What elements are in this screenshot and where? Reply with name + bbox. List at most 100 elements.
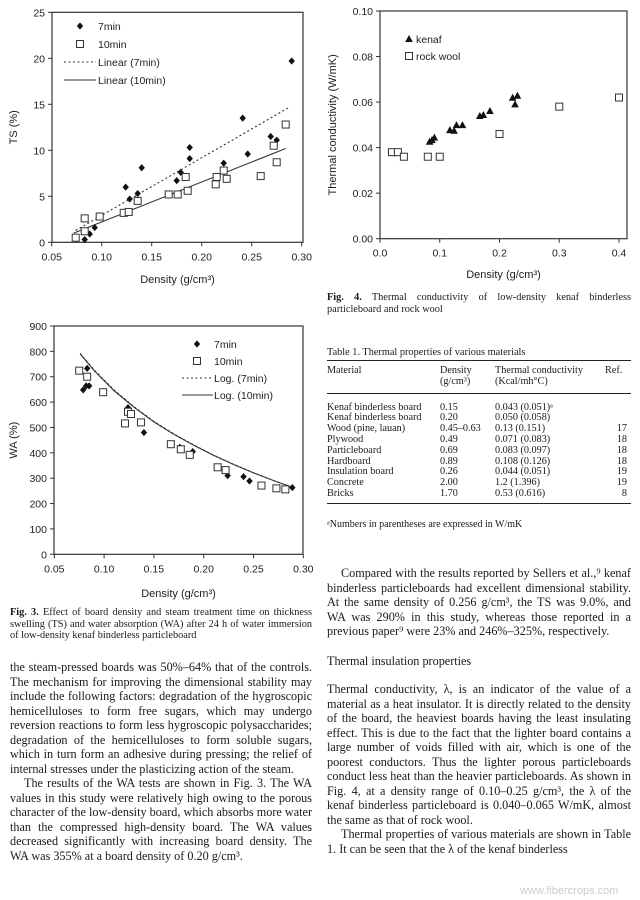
wa-10min-point bbox=[176, 445, 185, 454]
right-paragraph-2: Thermal conductivity, λ, is an indicator… bbox=[327, 682, 631, 827]
ts-10min-point bbox=[183, 186, 192, 195]
cell-density: 0.15 bbox=[440, 401, 458, 413]
wa-y-tick-label: 600 bbox=[29, 397, 47, 409]
tc-kenaf-point bbox=[450, 126, 458, 134]
wa-y-tick-label: 0 bbox=[41, 549, 47, 561]
cell-density: 0.49 bbox=[440, 433, 458, 445]
cell-ref bbox=[605, 393, 631, 413]
wa-10min-point bbox=[272, 484, 281, 493]
cell-ref: 19 bbox=[616, 466, 627, 478]
ts-7min-point bbox=[186, 143, 193, 152]
cell-density: 2.00 bbox=[440, 477, 458, 489]
tc-y-tick-label: 0.04 bbox=[353, 143, 374, 155]
ts-y-tick-label: 0 bbox=[39, 237, 45, 249]
ts-y-tick-label: 5 bbox=[39, 191, 45, 203]
left-paragraph-2: The results of the WA tests are shown in… bbox=[10, 776, 312, 863]
wa-chart-group: 0 100 200 300 400 500 600 700 800 900 0.05 0.10 0.15… bbox=[8, 321, 314, 600]
tc-rock-wool-point bbox=[615, 93, 623, 102]
header-material: Material bbox=[327, 360, 440, 394]
wa-x-tick-label: 0.20 bbox=[193, 563, 214, 575]
header-thermal-conductivity: Thermal conductivity (Kcal/mh°C) bbox=[495, 360, 605, 394]
left-column-text: the steam-pressed boards was 50%–64% tha… bbox=[10, 660, 312, 863]
tc-y-tick-label: 0.10 bbox=[353, 6, 374, 18]
ts-10min-point bbox=[164, 190, 173, 199]
ts-x-tick-label: 0.15 bbox=[141, 251, 162, 263]
ts-7min-point bbox=[81, 235, 88, 244]
cell-density: 1.70 bbox=[440, 488, 495, 504]
ts-10min-point bbox=[133, 196, 142, 205]
wa-y-axis-label: WA (%) bbox=[8, 422, 20, 459]
cell-material: Kenaf binderless board bbox=[327, 412, 422, 424]
ts-7min-point bbox=[267, 132, 274, 141]
tc-rock-wool-point bbox=[399, 152, 408, 161]
wa-legend-marker bbox=[193, 357, 201, 365]
tc-legend-label: rock wool bbox=[416, 51, 460, 63]
tc-y-tick-label: 0.02 bbox=[353, 188, 374, 200]
tc-y-tick-label: 0.00 bbox=[353, 234, 374, 246]
wa-7min-point bbox=[246, 477, 253, 485]
table-footnote: ᵃNumbers in parentheses are expressed in… bbox=[327, 519, 523, 530]
tc-kenaf-point bbox=[486, 106, 494, 114]
cell-ref: 18 bbox=[616, 444, 627, 456]
wa-y-tick-label: 200 bbox=[29, 499, 47, 511]
fig3-caption-text: Effect of board density and steam treatm… bbox=[10, 607, 312, 641]
ts-legend-label: 10min bbox=[98, 39, 127, 51]
tc-x-tick-label: 0.0 bbox=[373, 248, 388, 260]
ts-10min-point bbox=[71, 233, 80, 242]
cell-ref: 18 bbox=[616, 455, 627, 467]
cell-ref: 17 bbox=[616, 423, 627, 435]
wa-y-tick-label: 300 bbox=[29, 473, 47, 485]
tc-x-axis-label: Density (g/cm³) bbox=[466, 269, 541, 281]
tc-rock-wool-point bbox=[393, 148, 402, 157]
tc-y-axis-label: Thermal conductivity (W/mK) bbox=[327, 54, 339, 195]
ts-x-tick-label: 0.30 bbox=[291, 251, 312, 263]
wa-x-tick-label: 0.15 bbox=[144, 563, 165, 575]
wa-legend-label: 7min bbox=[214, 339, 237, 351]
ts-x-tick-label: 0.05 bbox=[41, 251, 62, 263]
cell-thermal-conductivity: 0.13 (0.151) bbox=[495, 423, 546, 435]
ts-7min-point bbox=[126, 195, 133, 203]
tc-x-tick-label: 0.4 bbox=[612, 248, 627, 260]
wa-10min-point bbox=[185, 450, 194, 459]
ts-7min-point bbox=[239, 114, 246, 122]
wa-10min-point bbox=[213, 463, 222, 472]
ts-x-tick-label: 0.20 bbox=[191, 251, 212, 263]
ts-chart-group: 0 5 10 15 20 25 0.05 0.10 0.15 0.20 0.25 0.30 Densit… bbox=[8, 7, 312, 286]
tc-x-tick-label: 0.1 bbox=[432, 248, 447, 260]
ts-trendline-1 bbox=[75, 106, 290, 231]
ts-x-tick-label: 0.10 bbox=[91, 251, 112, 263]
ts-10min-point bbox=[219, 166, 228, 175]
ts-10min-point bbox=[124, 207, 133, 216]
table-row: Particleboard 0.69 0.083 (0.097) 18 bbox=[327, 444, 631, 457]
ts-plot-frame bbox=[51, 11, 304, 243]
tc-legend-marker bbox=[405, 52, 413, 60]
cell-thermal-conductivity: 0.53 (0.616) bbox=[495, 488, 605, 504]
table-row: Plywood 0.49 0.071 (0.083) 18 bbox=[327, 433, 631, 446]
left-paragraph-1: the steam-pressed boards was 50%–64% tha… bbox=[10, 660, 312, 776]
cell-density: 0.69 bbox=[440, 444, 458, 456]
ts-10min-point bbox=[80, 214, 89, 223]
wa-y-tick-label: 400 bbox=[29, 448, 47, 460]
header-density: Density (g/cm³) bbox=[440, 360, 495, 394]
wa-x-tick-label: 0.25 bbox=[243, 563, 264, 575]
ts-y-tick-label: 15 bbox=[33, 99, 45, 111]
cell-material: Kenaf binderless board bbox=[327, 401, 422, 413]
header-ref: Ref. bbox=[605, 360, 631, 394]
wa-plot-frame bbox=[53, 325, 304, 555]
wa-7min-point bbox=[85, 382, 93, 390]
table-row: Hardboard 0.89 0.108 (0.126) 18 bbox=[327, 455, 631, 468]
tc-y-tick-label: 0.06 bbox=[353, 97, 374, 109]
ts-7min-point bbox=[122, 183, 129, 191]
table-row: Concrete 2.00 1.2 (1.396) 19 bbox=[327, 477, 631, 489]
cell-density: 0.89 bbox=[440, 455, 458, 467]
ts-x-tick-label: 0.25 bbox=[241, 251, 262, 263]
cell-material: Concrete bbox=[327, 477, 364, 489]
table-row: Bricks 1.70 0.53 (0.616) 8 bbox=[327, 488, 631, 504]
ts-10min-point bbox=[269, 141, 278, 150]
wa-legend-marker bbox=[193, 340, 201, 348]
table-title: Table 1. Thermal properties of various m… bbox=[327, 347, 526, 358]
table-row: Insulation board 0.26 0.044 (0.051) 19 bbox=[327, 467, 631, 478]
tc-kenaf-point bbox=[452, 121, 461, 129]
tc-y-tick-label: 0.08 bbox=[353, 52, 374, 64]
